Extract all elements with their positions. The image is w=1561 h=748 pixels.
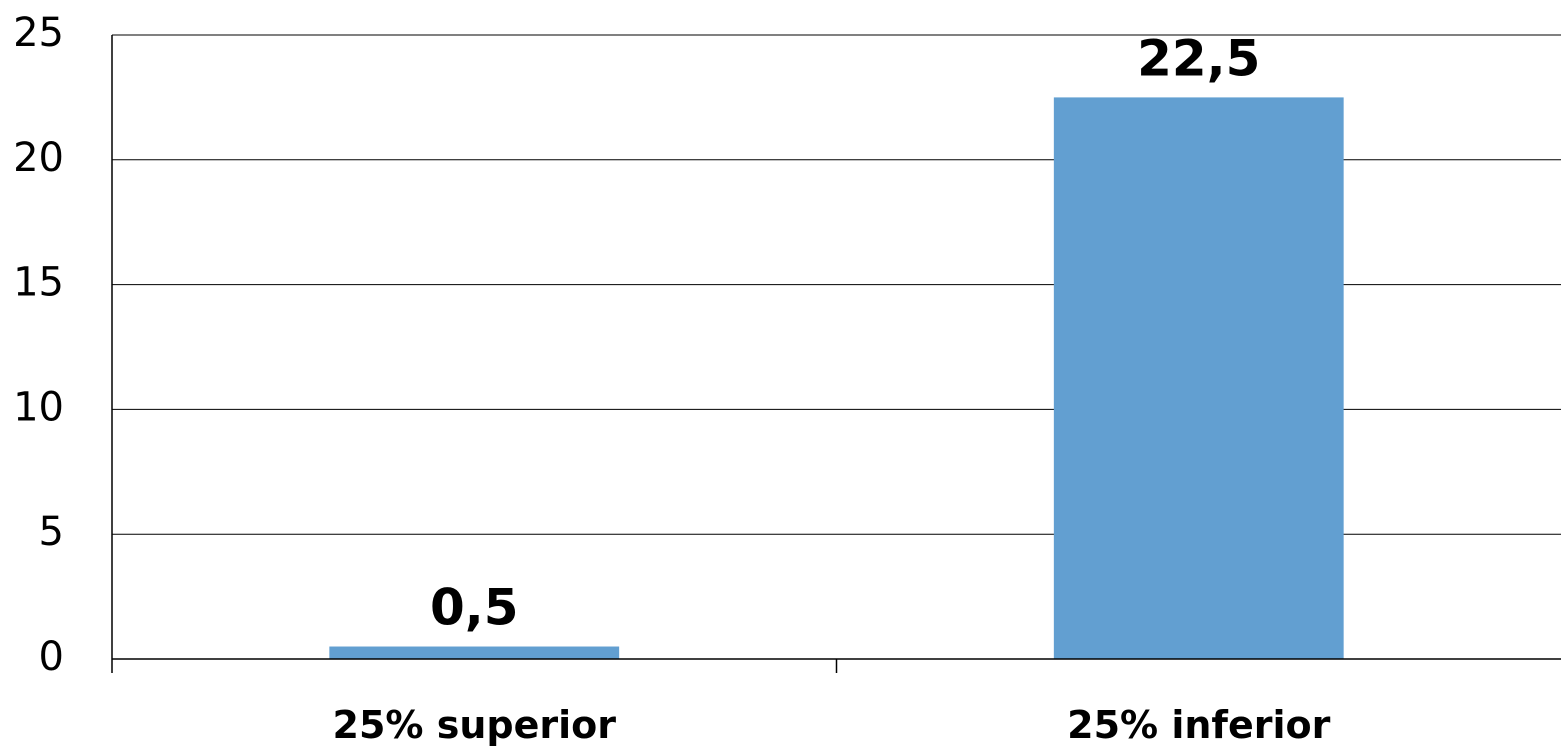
category-labels: 25% superior 25% inferior [333, 703, 1331, 747]
data-labels: 0,5 22,5 [430, 29, 1260, 636]
y-axis-tick-labels: 0 5 10 15 20 25 [13, 10, 64, 680]
data-label: 0,5 [430, 579, 519, 637]
data-label: 22,5 [1137, 29, 1260, 87]
bars [329, 97, 1344, 659]
y-tick-label: 15 [13, 260, 64, 306]
bar-1 [1053, 97, 1344, 659]
axes [111, 35, 1561, 673]
y-tick-label: 5 [39, 509, 64, 555]
y-tick-label: 0 [39, 634, 64, 680]
y-tick-label: 20 [13, 135, 64, 181]
y-tick-label: 10 [13, 384, 64, 430]
bar-0 [329, 646, 620, 659]
y-tick-label: 25 [13, 10, 64, 56]
gridlines [112, 34, 1561, 535]
category-label: 25% superior [333, 703, 617, 747]
category-label: 25% inferior [1067, 703, 1330, 747]
